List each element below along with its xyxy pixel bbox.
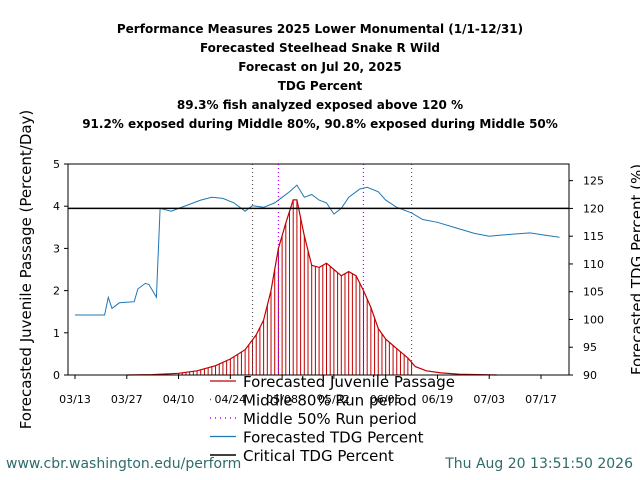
x-tick-label: 06/05 (370, 393, 402, 406)
y-tick-label: 1 (53, 327, 60, 340)
y2-tick-label: 95 (583, 341, 597, 354)
y-tick-label: 0 (53, 369, 60, 382)
y-tick-label: 5 (53, 158, 60, 171)
y-tick-label: 4 (53, 200, 60, 213)
plot-frame (67, 163, 570, 376)
x-tick-label: 03/13 (59, 393, 91, 406)
legend-label: Forecasted Juvenile Passage (243, 373, 455, 391)
chart-titles: Performance Measures 2025 Lower Monument… (0, 20, 640, 134)
y2-tick-label: 125 (583, 175, 604, 188)
legend-label: Critical TDG Percent (243, 447, 394, 465)
x-tick-label: 04/10 (163, 393, 195, 406)
chart-subtitle-metric: TDG Percent (277, 79, 363, 93)
chart-subtitle-species: Forecasted Steelhead Snake R Wild (199, 41, 441, 55)
y2-tick-label: 115 (583, 230, 604, 243)
tdg-series-line (75, 184, 560, 316)
legend-label: Forecasted TDG Percent (243, 429, 424, 447)
chart-subtitle-middle-exposure: 91.2% exposed during Middle 80%, 90.8% e… (82, 117, 558, 131)
x-tick-label: 07/03 (473, 393, 505, 406)
y2-tick-label: 120 (583, 202, 604, 215)
chart-subtitle-exposure: 89.3% fish analyzed exposed above 120 % (176, 98, 464, 112)
y-tick-label: 3 (53, 242, 60, 255)
y2-axis-label: Forecasted TDG Percent (%) (628, 164, 640, 375)
y2-tick-label: 110 (583, 258, 604, 271)
chart-title: Performance Measures 2025 Lower Monument… (116, 22, 524, 36)
legend-label: Middle 80% Run period (243, 392, 417, 410)
x-tick-label: 07/17 (525, 393, 557, 406)
y2-tick-label: 100 (583, 313, 604, 326)
x-tick-label: 05/08 (266, 393, 298, 406)
y2-tick-label: 90 (583, 369, 597, 382)
y-tick-label: 2 (53, 285, 60, 298)
chart-subtitle-forecast-date: Forecast on Jul 20, 2025 (238, 60, 402, 74)
x-tick-label: 03/27 (111, 393, 143, 406)
y2-tick-label: 105 (583, 286, 604, 299)
passage-series-line (126, 199, 497, 376)
footer-url[interactable]: www.cbr.washington.edu/perform (6, 456, 242, 472)
y-axis-label: Forecasted Juvenile Passage (Percent/Day… (17, 110, 35, 430)
footer-timestamp: Thu Aug 20 13:51:50 2026 (445, 456, 633, 472)
x-tick-label: 05/22 (318, 393, 350, 406)
legend-label: Middle 50% Run period (243, 410, 417, 428)
x-tick-label: 06/19 (422, 393, 454, 406)
